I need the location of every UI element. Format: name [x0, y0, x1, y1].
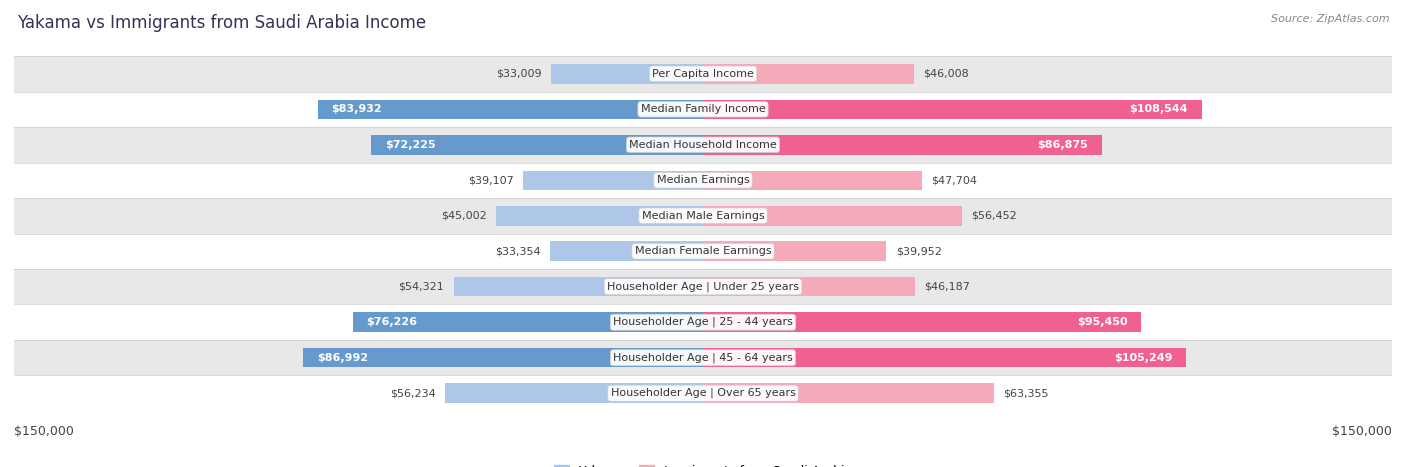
Bar: [550, 241, 703, 261]
Bar: [703, 64, 914, 84]
Bar: [14, 234, 1392, 269]
Bar: [353, 312, 703, 332]
Text: $150,000: $150,000: [1331, 425, 1392, 438]
Text: Median Household Income: Median Household Income: [628, 140, 778, 150]
Bar: [703, 241, 887, 261]
Bar: [703, 277, 915, 297]
Text: $45,002: $45,002: [441, 211, 486, 221]
Text: Median Earnings: Median Earnings: [657, 175, 749, 185]
Bar: [14, 127, 1392, 163]
Bar: [14, 340, 1392, 375]
Bar: [14, 198, 1392, 234]
Text: $86,992: $86,992: [318, 353, 368, 363]
Text: $56,452: $56,452: [972, 211, 1017, 221]
Bar: [304, 348, 703, 368]
Bar: [14, 163, 1392, 198]
Text: $33,009: $33,009: [496, 69, 543, 79]
Text: $108,544: $108,544: [1129, 104, 1188, 114]
Text: Median Female Earnings: Median Female Earnings: [634, 246, 772, 256]
Text: $95,450: $95,450: [1077, 317, 1128, 327]
Text: $46,008: $46,008: [924, 69, 969, 79]
Text: Median Family Income: Median Family Income: [641, 104, 765, 114]
Bar: [703, 383, 994, 403]
Text: $54,321: $54,321: [398, 282, 444, 292]
Text: $86,875: $86,875: [1038, 140, 1088, 150]
Bar: [14, 375, 1392, 411]
Text: Yakama vs Immigrants from Saudi Arabia Income: Yakama vs Immigrants from Saudi Arabia I…: [17, 14, 426, 32]
Bar: [14, 92, 1392, 127]
Text: $46,187: $46,187: [924, 282, 970, 292]
Text: Source: ZipAtlas.com: Source: ZipAtlas.com: [1271, 14, 1389, 24]
Text: Householder Age | 25 - 44 years: Householder Age | 25 - 44 years: [613, 317, 793, 327]
Text: $72,225: $72,225: [385, 140, 436, 150]
Bar: [703, 348, 1187, 368]
Bar: [703, 99, 1202, 119]
Bar: [371, 135, 703, 155]
Bar: [318, 99, 703, 119]
Text: $33,354: $33,354: [495, 246, 541, 256]
Text: $150,000: $150,000: [14, 425, 75, 438]
Text: Median Male Earnings: Median Male Earnings: [641, 211, 765, 221]
Legend: Yakama, Immigrants from Saudi Arabia: Yakama, Immigrants from Saudi Arabia: [548, 460, 858, 467]
Bar: [703, 135, 1102, 155]
Bar: [454, 277, 703, 297]
Text: Householder Age | Under 25 years: Householder Age | Under 25 years: [607, 282, 799, 292]
Bar: [14, 56, 1392, 92]
Text: Householder Age | 45 - 64 years: Householder Age | 45 - 64 years: [613, 353, 793, 363]
Bar: [444, 383, 703, 403]
Bar: [703, 170, 922, 190]
Text: $56,234: $56,234: [389, 388, 436, 398]
Bar: [703, 206, 962, 226]
Bar: [523, 170, 703, 190]
Bar: [703, 312, 1142, 332]
Text: Per Capita Income: Per Capita Income: [652, 69, 754, 79]
Text: Householder Age | Over 65 years: Householder Age | Over 65 years: [610, 388, 796, 398]
Text: $105,249: $105,249: [1114, 353, 1173, 363]
Text: $47,704: $47,704: [931, 175, 977, 185]
Text: $39,107: $39,107: [468, 175, 515, 185]
Text: $76,226: $76,226: [367, 317, 418, 327]
Bar: [14, 304, 1392, 340]
Text: $63,355: $63,355: [1002, 388, 1049, 398]
Bar: [496, 206, 703, 226]
Bar: [14, 269, 1392, 304]
Text: $83,932: $83,932: [332, 104, 382, 114]
Text: $39,952: $39,952: [896, 246, 942, 256]
Bar: [551, 64, 703, 84]
